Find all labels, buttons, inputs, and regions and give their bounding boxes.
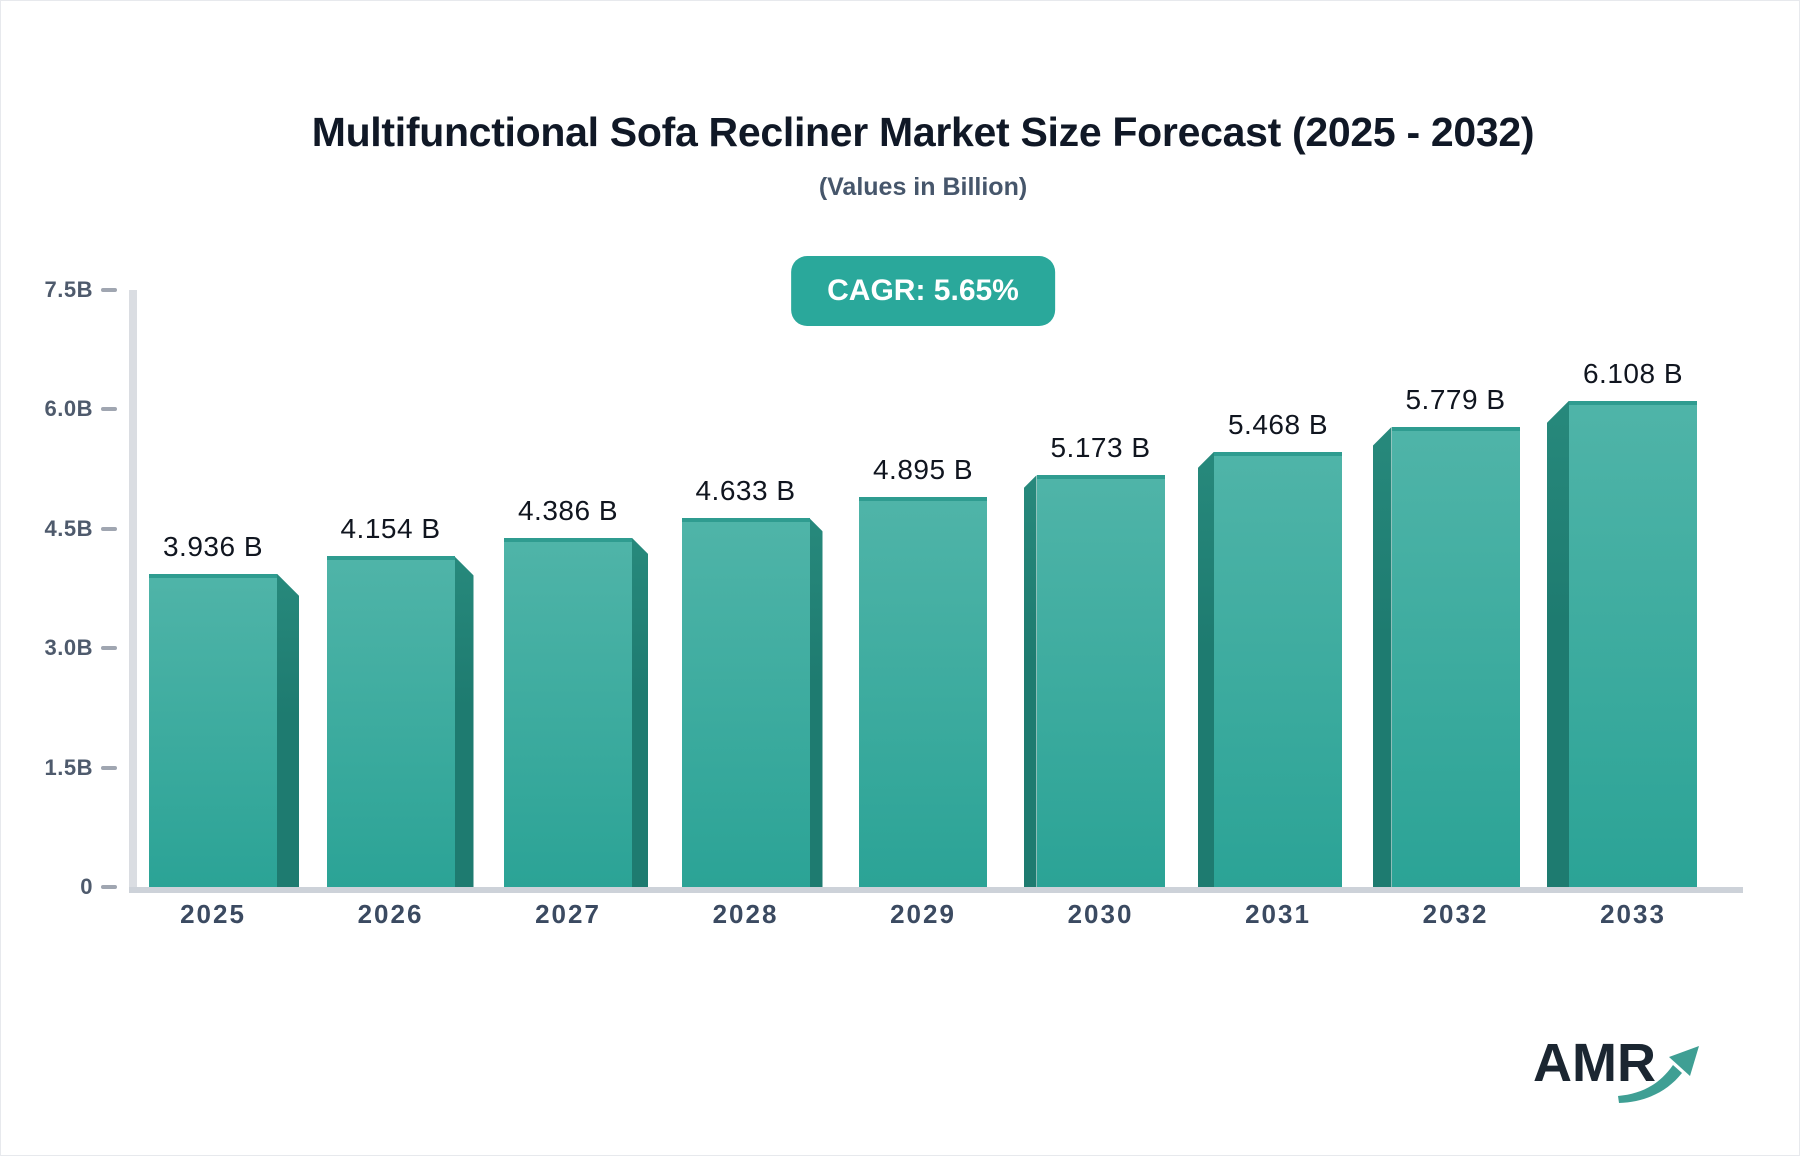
x-axis-year-label: 2030 — [1067, 899, 1134, 929]
bar-side-2027 — [632, 537, 648, 887]
bar-side-2028 — [809, 518, 823, 887]
amr-logo: AMR — [1533, 1033, 1713, 1113]
x-axis-year-label: 2032 — [1422, 899, 1489, 929]
bar-side-2031 — [1198, 451, 1214, 887]
x-axis-year-label: 2026 — [357, 899, 424, 929]
y-axis-tick-mark — [101, 885, 117, 889]
bar-side-2030 — [1023, 475, 1037, 887]
bar-2033 — [1569, 400, 1697, 887]
bar-2027 — [504, 537, 632, 887]
bar-value-label: 5.173 B — [1050, 432, 1151, 464]
bar-value-label: 6.108 B — [1582, 357, 1684, 389]
bar-2031 — [1214, 451, 1342, 887]
x-axis-year-label: 2031 — [1245, 899, 1311, 929]
y-axis-tick-label: 7.5B — [44, 277, 93, 302]
bar-value-label: 4.386 B — [517, 494, 619, 526]
bar-2026 — [326, 556, 455, 887]
bar-value-label: 3.936 B — [162, 530, 264, 562]
bar-value-label: 4.895 B — [872, 454, 974, 486]
y-axis-tick-mark — [101, 646, 117, 651]
bar-2025 — [149, 573, 277, 887]
logo-text: AMR — [1533, 1033, 1656, 1093]
x-axis-year-label: 2027 — [535, 899, 601, 929]
bar-2032 — [1391, 426, 1520, 887]
cagr-badge: CAGR: 5.65% — [791, 256, 1055, 326]
y-axis-tick-label: 6.0B — [44, 396, 93, 422]
bar-value-label: 5.779 B — [1405, 383, 1506, 415]
y-axis-tick-label: 4.5B — [44, 515, 93, 541]
bar-2030 — [1036, 475, 1165, 887]
bar-value-label: 5.468 B — [1227, 408, 1329, 440]
bar-side-2033 — [1547, 400, 1569, 887]
y-axis-tick-label: 1.5B — [44, 754, 93, 780]
page-title: Multifunctional Sofa Recliner Market Siz… — [311, 109, 1535, 155]
bar-2029 — [859, 497, 987, 887]
bar-side-2026 — [454, 556, 474, 887]
y-axis-tick-mark — [101, 526, 117, 531]
bar-side-2032 — [1372, 426, 1392, 887]
bar-side-2025 — [277, 573, 299, 887]
y-axis-tick-label: 3.0B — [44, 635, 93, 661]
y-axis-line — [129, 290, 137, 893]
y-axis-tick-mark — [101, 288, 117, 292]
bar-2028 — [681, 518, 810, 887]
x-axis-year-label: 2025 — [180, 899, 246, 929]
y-axis-tick-label: 0 — [80, 874, 93, 899]
x-axis-baseline — [129, 887, 1743, 893]
x-axis-year-label: 2029 — [890, 899, 956, 929]
bar-value-label: 4.633 B — [695, 475, 796, 507]
page-subtitle: (Values in Billion) — [818, 173, 1028, 201]
growth-arrow-icon — [1617, 1041, 1705, 1112]
bar-value-label: 4.154 B — [340, 513, 441, 545]
x-axis-year-label: 2028 — [712, 899, 779, 929]
x-axis-year-label: 2033 — [1600, 899, 1666, 929]
y-axis-tick-mark — [101, 407, 117, 412]
y-axis-tick-mark — [101, 765, 117, 770]
